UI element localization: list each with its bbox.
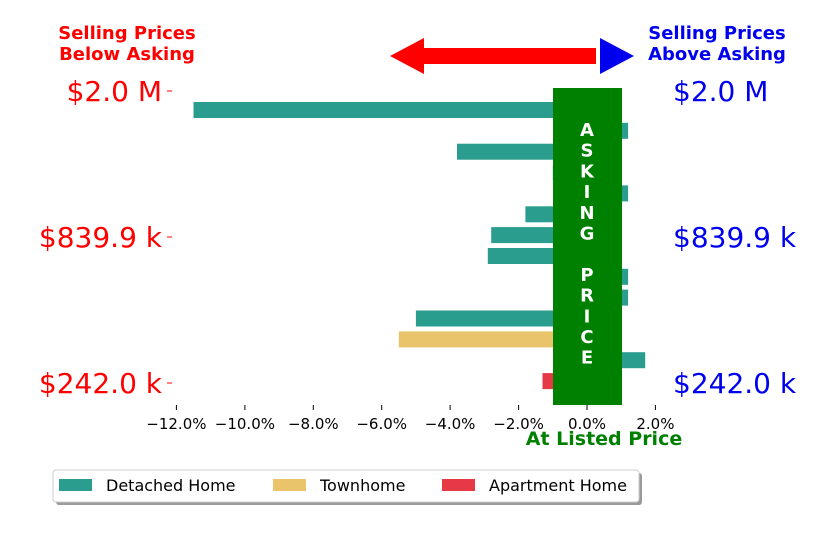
bar	[398, 331, 587, 348]
left-price-labels: $2.0 M $839.9 k $242.0 k	[39, 75, 172, 400]
band-letter: G	[580, 224, 595, 245]
band-letter: S	[581, 141, 594, 162]
legend-box	[52, 469, 640, 503]
legend-items: Detached Home Townhome Apartment Home	[59, 476, 627, 495]
band-letter: I	[584, 306, 591, 327]
x-tick-label: −2.0%	[493, 415, 544, 433]
legend-swatch	[442, 479, 475, 491]
x-tick-label: −6.0%	[356, 415, 407, 433]
left-title-line2: Below Asking	[59, 44, 195, 65]
left-price-label: $2.0 M	[67, 75, 162, 108]
legend-label: Detached Home	[106, 476, 236, 495]
x-tick-label: 0.0%	[568, 415, 606, 433]
bar	[415, 310, 587, 327]
band-letter: R	[580, 286, 594, 307]
right-price-labels: $2.0 M $839.9 k $242.0 k	[673, 75, 797, 400]
band-letter: P	[580, 265, 593, 286]
x-tick-label: −10.0%	[215, 415, 275, 433]
band-letter: N	[579, 203, 594, 224]
right-title-line2: Above Asking	[648, 44, 786, 65]
band-xlabel: At Listed Price	[526, 428, 682, 450]
x-tick-label: −8.0%	[288, 415, 339, 433]
legend-swatch	[273, 479, 306, 491]
band-letter: K	[580, 161, 595, 182]
left-title-line1: Selling Prices	[58, 23, 195, 44]
arrow-left-shaft	[424, 48, 596, 64]
right-title-line1: Selling Prices	[648, 23, 785, 44]
legend-swatch	[59, 479, 92, 491]
arrow-left-head	[390, 38, 424, 74]
legend-label: Apartment Home	[489, 476, 627, 495]
arrow-right-head	[600, 38, 634, 74]
x-axis: −12.0% −10.0% −8.0% −6.0% −4.0% −2.0% 0.0% 2.0%	[146, 405, 674, 433]
band-letter: C	[580, 327, 593, 348]
left-price-label: $242.0 k	[39, 367, 163, 400]
x-tick-label: −4.0%	[425, 415, 476, 433]
x-tick-label: 2.0%	[636, 415, 674, 433]
direction-arrow	[390, 38, 634, 74]
legend-label: Townhome	[319, 476, 405, 495]
right-price-label: $839.9 k	[673, 221, 797, 254]
right-price-label: $2.0 M	[673, 75, 768, 108]
asking-price-band	[553, 88, 622, 405]
x-tick-label: −12.0%	[146, 415, 206, 433]
band-letter: I	[584, 182, 591, 203]
bar	[193, 102, 587, 118]
legend: Detached Home Townhome Apartment Home	[52, 469, 642, 505]
left-price-label: $839.9 k	[39, 221, 163, 254]
right-price-label: $242.0 k	[673, 367, 797, 400]
band-letter: A	[580, 120, 594, 141]
band-letter: E	[581, 348, 593, 369]
